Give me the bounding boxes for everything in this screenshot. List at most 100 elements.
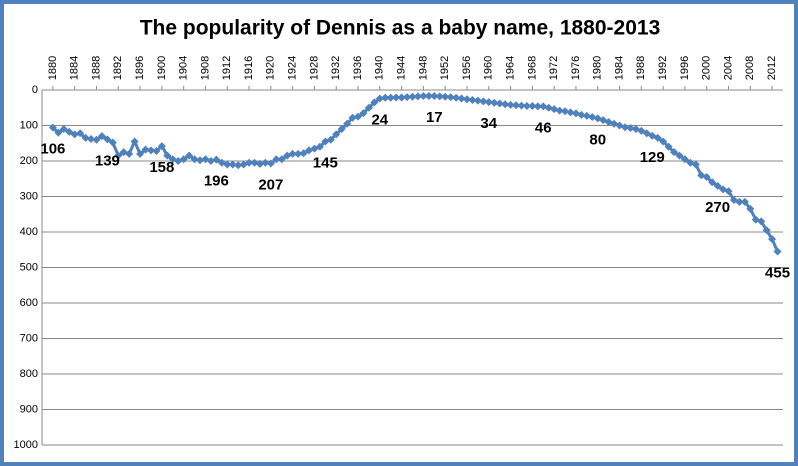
x-tick-label: 1904 <box>178 56 190 80</box>
point-marker <box>397 93 406 102</box>
point-marker <box>571 109 580 118</box>
point-marker <box>48 123 57 132</box>
point-marker <box>582 111 591 120</box>
point-marker <box>691 160 700 169</box>
point-marker <box>97 132 106 141</box>
point-marker <box>196 156 205 165</box>
x-tick-label: 1996 <box>679 56 691 80</box>
x-tick-label: 2012 <box>766 56 778 80</box>
value-label: 17 <box>426 109 443 126</box>
point-marker <box>392 93 401 102</box>
point-marker <box>424 92 433 101</box>
point-marker <box>577 110 586 119</box>
point-marker <box>533 102 542 111</box>
point-marker <box>337 125 346 134</box>
point-marker <box>245 158 254 167</box>
point-marker <box>430 92 439 101</box>
point-marker <box>462 95 471 104</box>
x-tick-label: 1964 <box>504 56 516 80</box>
point-marker <box>277 155 286 164</box>
point-marker <box>620 123 629 132</box>
point-marker <box>326 135 335 144</box>
point-marker <box>108 138 117 147</box>
point-marker <box>114 151 123 160</box>
point-marker <box>768 235 777 244</box>
point-marker <box>255 159 264 168</box>
point-marker <box>76 129 85 138</box>
x-tick-label: 1972 <box>548 56 560 80</box>
value-label: 46 <box>535 119 552 136</box>
x-tick-label: 1920 <box>265 56 277 80</box>
point-marker <box>457 94 466 103</box>
point-marker <box>408 92 417 101</box>
x-tick-label: 1932 <box>330 56 342 80</box>
y-tick-label: 600 <box>20 297 38 309</box>
point-marker <box>740 197 749 206</box>
point-marker <box>87 134 96 143</box>
x-tick-label: 1880 <box>47 56 59 80</box>
point-marker <box>348 113 357 122</box>
point-marker <box>484 98 493 107</box>
x-tick-label: 2004 <box>722 56 734 80</box>
point-marker <box>539 102 548 111</box>
y-tick-label: 400 <box>20 226 38 238</box>
point-marker <box>359 109 368 118</box>
point-marker <box>522 101 531 110</box>
point-marker <box>152 147 161 156</box>
y-tick-label: 500 <box>20 261 38 273</box>
value-label: 145 <box>313 154 338 171</box>
point-marker <box>179 155 188 164</box>
chart-title: The popularity of Dennis as a baby name,… <box>140 17 661 40</box>
point-marker <box>157 142 166 151</box>
point-marker <box>506 100 515 109</box>
point-marker <box>381 93 390 102</box>
x-tick-label: 2000 <box>701 56 713 80</box>
x-tick-label: 1976 <box>570 56 582 80</box>
point-marker <box>354 112 363 121</box>
point-marker <box>561 107 570 116</box>
y-tick-label: 300 <box>20 190 38 202</box>
point-marker <box>81 133 90 142</box>
x-tick-label: 1992 <box>657 56 669 80</box>
point-marker <box>713 181 722 190</box>
point-marker <box>364 103 373 112</box>
point-marker <box>413 92 422 101</box>
x-tick-label: 1956 <box>461 56 473 80</box>
point-marker <box>185 151 194 160</box>
point-marker <box>490 98 499 107</box>
point-marker <box>659 137 668 146</box>
value-label: 129 <box>640 149 665 166</box>
point-marker <box>441 92 450 101</box>
x-tick-label: 1940 <box>374 56 386 80</box>
point-marker <box>419 92 428 101</box>
point-marker <box>343 119 352 128</box>
point-marker <box>315 142 324 151</box>
point-marker <box>452 93 461 102</box>
x-tick-label: 1968 <box>526 56 538 80</box>
point-marker <box>288 149 297 158</box>
value-label: 207 <box>258 176 283 193</box>
x-tick-label: 1888 <box>90 56 102 80</box>
value-label: 80 <box>589 131 606 148</box>
point-marker <box>664 142 673 151</box>
point-marker <box>92 135 101 144</box>
x-tick-label: 1908 <box>199 56 211 80</box>
x-tick-label: 1984 <box>613 56 625 80</box>
point-marker <box>54 128 63 137</box>
point-marker <box>370 98 379 107</box>
point-marker <box>446 93 455 102</box>
point-marker <box>626 123 635 132</box>
point-marker <box>386 93 395 102</box>
value-label: 196 <box>204 173 229 190</box>
y-tick-label: 900 <box>20 403 38 415</box>
point-marker <box>680 155 689 164</box>
point-marker <box>261 158 270 167</box>
point-marker <box>141 145 150 154</box>
point-marker <box>495 99 504 108</box>
point-marker <box>468 95 477 104</box>
point-marker <box>550 105 559 114</box>
point-marker <box>59 125 68 134</box>
point-marker <box>130 137 139 146</box>
